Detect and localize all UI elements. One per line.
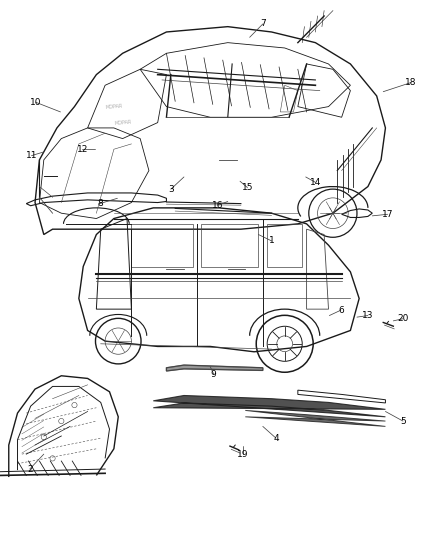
Text: 7: 7 (260, 20, 266, 28)
Text: 12: 12 (77, 145, 88, 154)
Polygon shape (245, 410, 385, 426)
Text: 4: 4 (273, 434, 279, 442)
Text: 6: 6 (338, 306, 344, 314)
Text: 19: 19 (237, 450, 249, 458)
Polygon shape (166, 365, 263, 371)
Text: 1: 1 (268, 237, 275, 245)
Text: 9: 9 (211, 370, 217, 378)
Text: 16: 16 (212, 201, 224, 209)
Text: 15: 15 (242, 183, 253, 192)
Text: MOPAR: MOPAR (114, 119, 131, 126)
Text: 13: 13 (362, 311, 374, 320)
Text: 18: 18 (405, 78, 417, 87)
Text: 20: 20 (397, 314, 409, 323)
Text: 2: 2 (27, 465, 32, 473)
Text: 10: 10 (30, 98, 42, 107)
Text: 5: 5 (400, 417, 406, 425)
Text: 11: 11 (26, 151, 37, 160)
Text: 3: 3 (168, 185, 174, 193)
Text: 8: 8 (97, 199, 103, 208)
Text: MOPAR: MOPAR (105, 103, 123, 110)
Polygon shape (153, 395, 385, 417)
Text: 17: 17 (382, 210, 393, 219)
Text: 14: 14 (310, 178, 321, 187)
